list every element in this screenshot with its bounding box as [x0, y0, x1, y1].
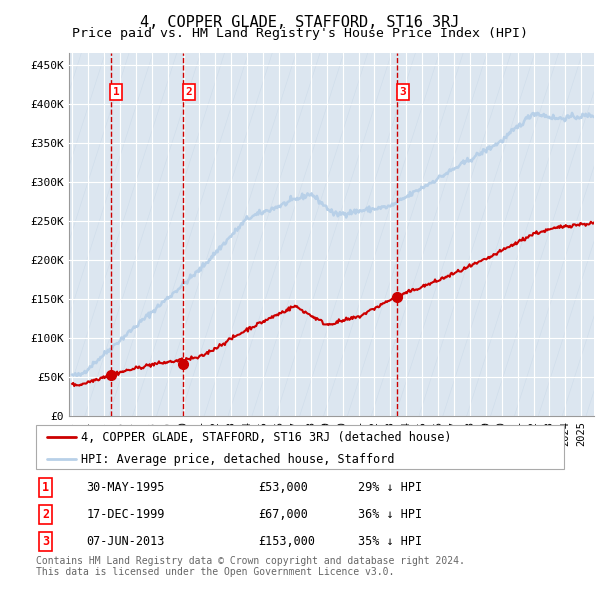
Text: 17-DEC-1999: 17-DEC-1999 — [86, 508, 164, 521]
Text: 30-MAY-1995: 30-MAY-1995 — [86, 481, 164, 494]
Text: Contains HM Land Registry data © Crown copyright and database right 2024.
This d: Contains HM Land Registry data © Crown c… — [36, 556, 465, 578]
Text: 2: 2 — [43, 508, 49, 521]
Text: 1: 1 — [113, 87, 119, 97]
Text: 35% ↓ HPI: 35% ↓ HPI — [358, 535, 422, 548]
Text: £53,000: £53,000 — [258, 481, 308, 494]
Text: 07-JUN-2013: 07-JUN-2013 — [86, 535, 164, 548]
Text: £67,000: £67,000 — [258, 508, 308, 521]
FancyBboxPatch shape — [36, 425, 564, 469]
Text: 3: 3 — [400, 87, 406, 97]
Text: 29% ↓ HPI: 29% ↓ HPI — [358, 481, 422, 494]
Text: 36% ↓ HPI: 36% ↓ HPI — [358, 508, 422, 521]
Text: 4, COPPER GLADE, STAFFORD, ST16 3RJ: 4, COPPER GLADE, STAFFORD, ST16 3RJ — [140, 15, 460, 30]
Text: HPI: Average price, detached house, Stafford: HPI: Average price, detached house, Staf… — [81, 453, 394, 466]
Text: 3: 3 — [43, 535, 49, 548]
Text: 2: 2 — [185, 87, 192, 97]
Text: Price paid vs. HM Land Registry's House Price Index (HPI): Price paid vs. HM Land Registry's House … — [72, 27, 528, 40]
Text: 1: 1 — [43, 481, 49, 494]
Text: £153,000: £153,000 — [258, 535, 315, 548]
Text: 4, COPPER GLADE, STAFFORD, ST16 3RJ (detached house): 4, COPPER GLADE, STAFFORD, ST16 3RJ (det… — [81, 431, 451, 444]
